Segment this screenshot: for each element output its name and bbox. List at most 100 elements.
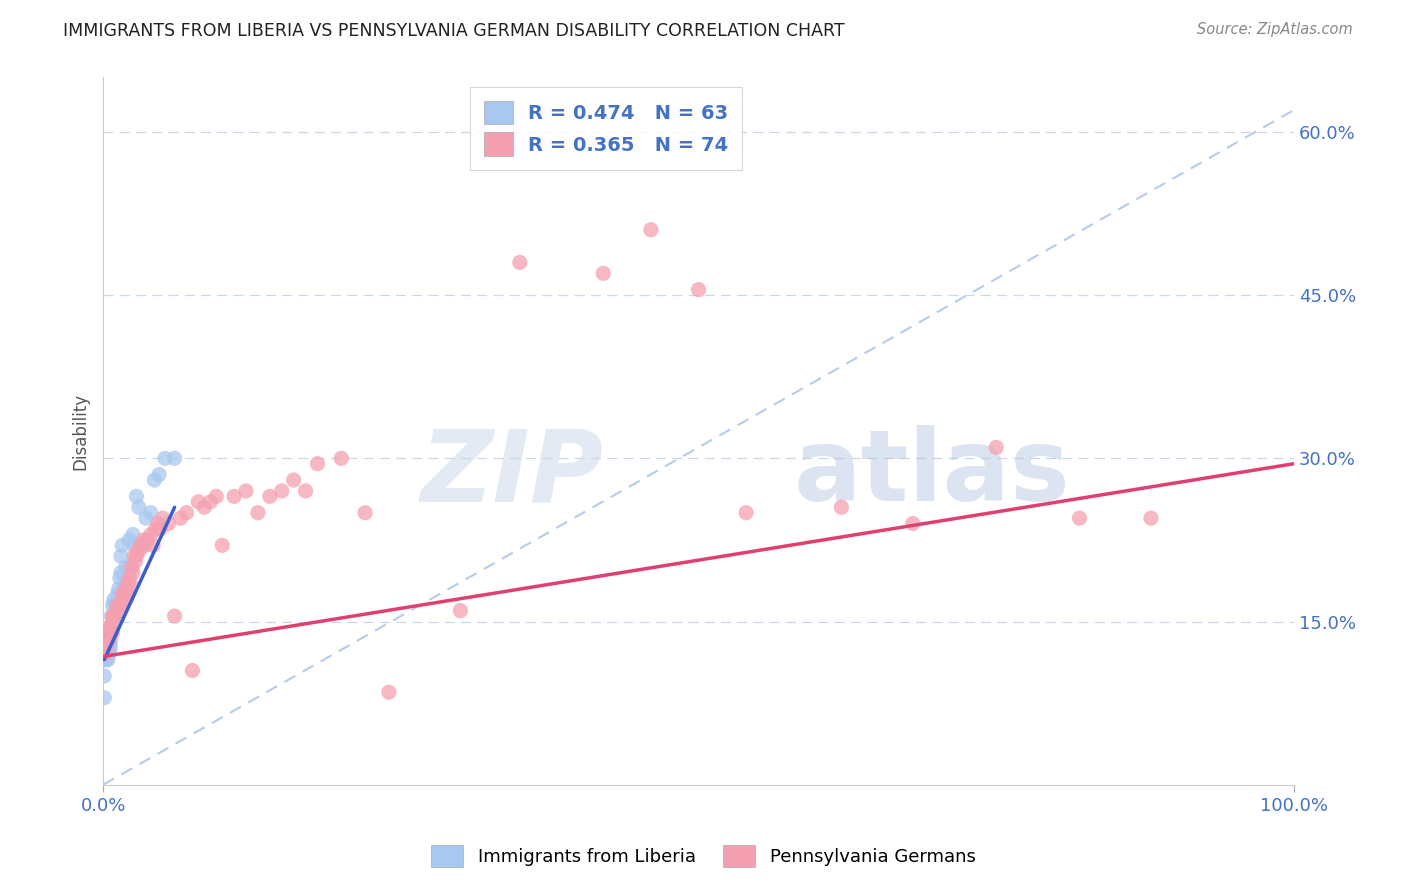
Point <box>97 647 120 661</box>
Point <box>117 576 139 591</box>
Point <box>163 609 186 624</box>
Point <box>148 467 170 482</box>
Point <box>105 598 128 612</box>
Point <box>139 506 162 520</box>
Point <box>108 571 131 585</box>
Point <box>98 631 121 645</box>
Point <box>136 533 159 547</box>
Point <box>107 587 129 601</box>
Point <box>107 582 129 596</box>
Text: Source: ZipAtlas.com: Source: ZipAtlas.com <box>1197 22 1353 37</box>
Point <box>592 266 614 280</box>
Point <box>121 560 143 574</box>
Point <box>98 631 121 645</box>
Point <box>142 538 165 552</box>
Point <box>120 560 142 574</box>
Point <box>354 506 377 520</box>
Point <box>112 587 135 601</box>
Point <box>111 598 134 612</box>
Point <box>96 647 118 661</box>
Point <box>735 506 758 520</box>
Point <box>157 516 180 531</box>
Point <box>125 489 148 503</box>
Point <box>114 582 136 596</box>
Text: ZIP: ZIP <box>420 425 603 522</box>
Point <box>103 609 125 624</box>
Point <box>97 652 120 666</box>
Point <box>169 511 191 525</box>
Point <box>114 560 136 574</box>
Point <box>143 473 166 487</box>
Point <box>259 489 281 503</box>
Point <box>96 647 118 661</box>
Point <box>98 641 121 656</box>
Point <box>97 641 120 656</box>
Text: IMMIGRANTS FROM LIBERIA VS PENNSYLVANIA GERMAN DISABILITY CORRELATION CHART: IMMIGRANTS FROM LIBERIA VS PENNSYLVANIA … <box>63 22 845 40</box>
Point <box>986 441 1008 455</box>
Point <box>111 587 134 601</box>
Point <box>1140 511 1163 525</box>
Y-axis label: Disability: Disability <box>72 392 89 470</box>
Point <box>94 636 117 650</box>
Point <box>98 620 121 634</box>
Point <box>163 451 186 466</box>
Point <box>152 511 174 525</box>
Point <box>98 631 121 645</box>
Point <box>93 647 115 661</box>
Point <box>122 566 145 580</box>
Point <box>98 636 121 650</box>
Point <box>98 625 121 640</box>
Point <box>145 522 167 536</box>
Point <box>93 669 115 683</box>
Point <box>100 609 122 624</box>
Point <box>97 636 120 650</box>
Point <box>107 598 129 612</box>
Point <box>640 223 662 237</box>
Point <box>110 549 132 564</box>
Point <box>187 495 209 509</box>
Point <box>114 587 136 601</box>
Point <box>246 506 269 520</box>
Point <box>135 511 157 525</box>
Point <box>96 631 118 645</box>
Point <box>294 483 316 498</box>
Point <box>378 685 401 699</box>
Point <box>96 636 118 650</box>
Point <box>104 598 127 612</box>
Point <box>118 571 141 585</box>
Point <box>270 483 292 498</box>
Point <box>115 582 138 596</box>
Point <box>139 527 162 541</box>
Text: atlas: atlas <box>794 425 1070 522</box>
Point <box>211 538 233 552</box>
Point <box>110 598 132 612</box>
Point <box>330 451 353 466</box>
Point <box>200 495 222 509</box>
Point <box>235 483 257 498</box>
Point <box>122 527 145 541</box>
Point <box>103 592 125 607</box>
Point <box>93 647 115 661</box>
Point <box>181 664 204 678</box>
Point <box>100 620 122 634</box>
Point <box>283 473 305 487</box>
Point <box>98 647 121 661</box>
Point <box>307 457 329 471</box>
Point <box>110 566 132 580</box>
Point <box>111 538 134 552</box>
Point <box>115 587 138 601</box>
Point <box>128 500 150 515</box>
Point <box>108 598 131 612</box>
Point <box>901 516 924 531</box>
Point <box>193 500 215 515</box>
Point <box>114 576 136 591</box>
Point <box>107 604 129 618</box>
Point <box>153 451 176 466</box>
Point <box>830 500 852 515</box>
Point <box>688 283 710 297</box>
Point <box>1069 511 1091 525</box>
Point <box>94 652 117 666</box>
Point <box>94 641 117 656</box>
Point <box>176 506 198 520</box>
Point <box>146 516 169 531</box>
